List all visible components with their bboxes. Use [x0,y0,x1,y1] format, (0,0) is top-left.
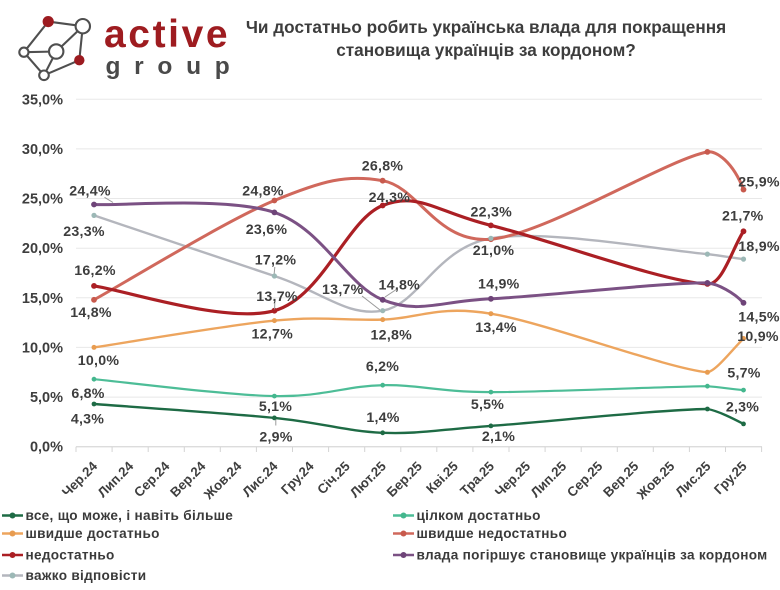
svg-text:21,0%: 21,0% [473,243,515,259]
svg-text:13,7%: 13,7% [256,289,298,305]
svg-text:25,0%: 25,0% [22,192,63,208]
svg-text:недостатньо: недостатньо [26,548,115,563]
svg-text:15,0%: 15,0% [22,291,63,307]
svg-text:active: active [104,13,230,56]
svg-text:23,3%: 23,3% [63,224,105,240]
svg-text:30,0%: 30,0% [22,142,63,158]
svg-text:16,2%: 16,2% [74,263,116,279]
svg-text:швидше достатньо: швидше достатньо [26,526,160,541]
svg-text:24,8%: 24,8% [242,184,284,200]
svg-text:швидше недостатньо: швидше недостатньо [417,526,568,541]
svg-text:18,9%: 18,9% [738,239,780,255]
svg-text:14,9%: 14,9% [478,277,520,293]
svg-text:14,8%: 14,8% [379,277,421,293]
svg-text:5,5%: 5,5% [471,397,504,413]
svg-text:1,4%: 1,4% [366,410,399,426]
svg-text:12,7%: 12,7% [252,326,294,342]
svg-text:12,8%: 12,8% [371,327,413,343]
svg-text:5,0%: 5,0% [30,390,63,406]
svg-text:становища українців за кордоно: становища українців за кордоном? [336,40,636,60]
svg-text:6,8%: 6,8% [71,386,104,402]
svg-text:10,0%: 10,0% [22,340,63,356]
svg-text:2,3%: 2,3% [726,400,759,416]
svg-text:21,7%: 21,7% [722,209,764,225]
svg-text:2,9%: 2,9% [259,430,292,446]
svg-text:0,0%: 0,0% [30,440,63,456]
svg-text:10,0%: 10,0% [78,353,120,369]
svg-text:14,5%: 14,5% [738,310,780,326]
svg-text:13,4%: 13,4% [475,320,517,336]
svg-text:25,9%: 25,9% [738,175,780,191]
svg-text:group: group [106,53,244,80]
svg-text:24,4%: 24,4% [69,184,111,200]
svg-text:26,8%: 26,8% [362,158,404,174]
svg-text:Чи достатньо робить українська: Чи достатньо робить українська влада для… [246,17,726,37]
svg-text:2,1%: 2,1% [482,429,515,445]
svg-text:24,3%: 24,3% [369,190,411,206]
svg-text:5,7%: 5,7% [727,366,760,382]
svg-text:14,8%: 14,8% [70,305,112,321]
svg-text:13,7%: 13,7% [322,282,364,298]
svg-text:22,3%: 22,3% [471,204,513,220]
svg-text:все, що може, і навіть більше: все, що може, і навіть більше [26,508,234,523]
svg-text:35,0%: 35,0% [22,92,63,108]
svg-text:6,2%: 6,2% [366,359,399,375]
svg-text:влада погіршує становище украї: влада погіршує становище українців за ко… [417,548,768,563]
svg-text:10,9%: 10,9% [737,329,779,345]
svg-text:цілком достатньо: цілком достатньо [417,508,541,523]
svg-text:важко відповісти: важко відповісти [26,568,147,583]
svg-text:5,1%: 5,1% [259,399,292,415]
svg-text:20,0%: 20,0% [22,241,63,257]
svg-text:4,3%: 4,3% [71,411,104,427]
svg-text:17,2%: 17,2% [255,253,297,269]
svg-text:23,6%: 23,6% [246,222,288,238]
